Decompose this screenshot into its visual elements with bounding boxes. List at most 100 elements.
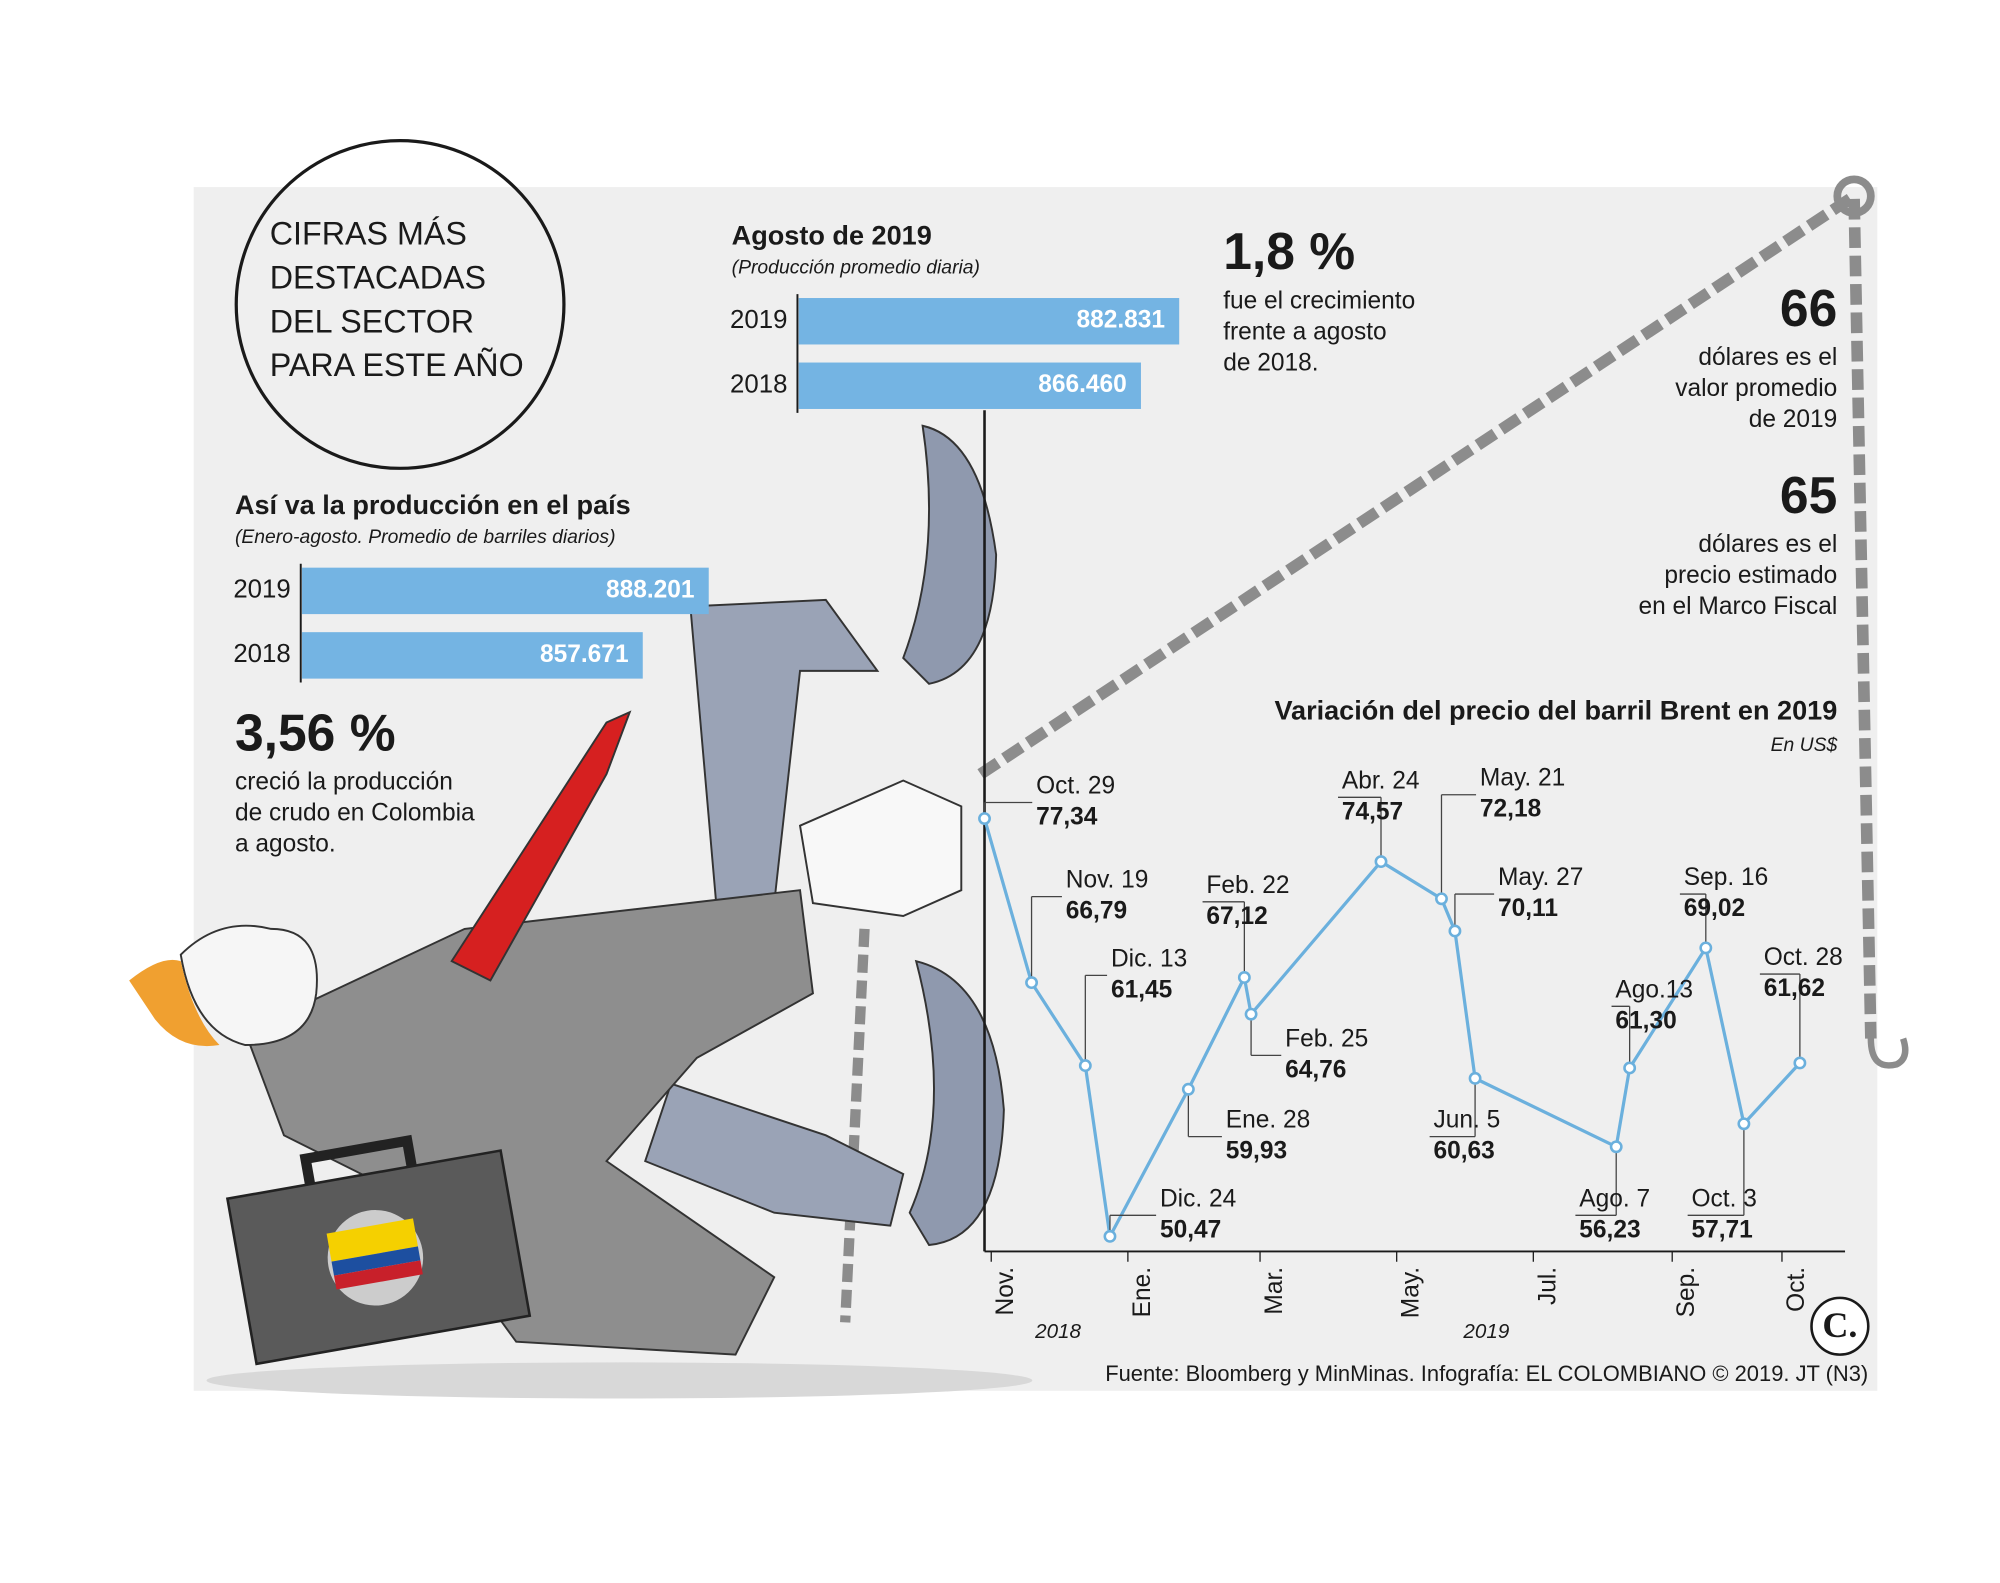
x-tick-label: Sep.	[1673, 1267, 1700, 1317]
point-date: Ene. 28	[1226, 1107, 1310, 1134]
point-value: 56,23	[1579, 1216, 1640, 1243]
highlight-text: en el Marco Fiscal	[1639, 593, 1838, 620]
highlight-figure: 1,8 %	[1223, 222, 1355, 280]
point-value: 61,62	[1764, 975, 1825, 1002]
highlight-text: dólares es el	[1698, 344, 1837, 371]
highlight-figure: 66	[1780, 279, 1837, 337]
highlight-text: valor promedio	[1675, 375, 1837, 402]
point	[1448, 924, 1462, 938]
category-label: 2019	[233, 576, 290, 604]
x-tick-label: May.	[1398, 1267, 1425, 1318]
point-date: Oct. 3	[1692, 1185, 1757, 1212]
year-label: 2018	[1034, 1320, 1081, 1343]
logo: C.	[1822, 1305, 1857, 1345]
point	[1237, 971, 1251, 984]
price-line	[982, 818, 1802, 1242]
highlight-text: creció la producción	[235, 769, 453, 796]
title-line: PARA ESTE AÑO	[270, 347, 524, 383]
logo-circle	[1810, 1296, 1870, 1356]
highlight-figure: 65	[1780, 466, 1837, 524]
point-value: 50,47	[1160, 1216, 1221, 1243]
bar-chart-subtitle: (Enero-agosto. Promedio de barriles diar…	[235, 526, 616, 548]
bar	[302, 567, 709, 615]
point	[1103, 1229, 1117, 1243]
title-line: CIFRAS MÁS	[270, 216, 467, 252]
point-value: 72,18	[1480, 796, 1541, 823]
line-chart-title: Variación del precio del barril Brent en…	[1274, 694, 1837, 725]
point-value: 66,79	[1066, 898, 1127, 925]
x-tick-label: Nov.	[992, 1267, 1019, 1316]
point	[1435, 892, 1448, 906]
point-date: Nov. 19	[1066, 867, 1149, 894]
point	[1078, 1059, 1092, 1073]
point-value: 67,12	[1206, 903, 1267, 930]
point-value: 61,30	[1615, 1007, 1676, 1034]
point-date: Feb. 25	[1285, 1025, 1368, 1052]
bar-chart-subtitle: (Producción promedio diaria)	[732, 256, 980, 278]
value-label: 882.831	[1076, 307, 1165, 334]
point	[1699, 941, 1713, 955]
title-circle	[234, 139, 566, 470]
x-tick-label: Jul.	[1534, 1267, 1561, 1305]
point-date: Dic. 13	[1111, 945, 1187, 972]
highlight-figure: 3,56 %	[235, 703, 396, 761]
point-date: May. 21	[1480, 765, 1565, 792]
x-tick-label: Mar.	[1261, 1267, 1288, 1315]
highlight-text: a agosto.	[235, 831, 336, 858]
point	[978, 812, 991, 825]
highlight-text: dólares es el	[1698, 531, 1837, 558]
point	[1468, 1071, 1482, 1085]
source: Fuente: Bloomberg y MinMinas. Infografía…	[1105, 1361, 1868, 1386]
point	[1374, 855, 1388, 869]
point-date: May. 27	[1498, 864, 1583, 891]
point-value: 60,63	[1433, 1138, 1494, 1165]
point-date: Ago.13	[1615, 976, 1693, 1003]
point	[1244, 1007, 1258, 1021]
point-date: Ago. 7	[1579, 1185, 1650, 1212]
point-value: 77,34	[1036, 803, 1098, 830]
x-tick-label: Ene.	[1129, 1267, 1156, 1317]
category-label: 2019	[730, 306, 787, 334]
bar-chart-title: Agosto de 2019	[732, 220, 932, 251]
line-chart-subtitle: En US$	[1771, 734, 1839, 756]
point-date: Oct. 29	[1036, 772, 1115, 799]
point-value: 69,02	[1684, 895, 1745, 922]
point-value: 59,93	[1226, 1138, 1287, 1165]
year-label: 2019	[1462, 1320, 1509, 1343]
point-value: 74,57	[1342, 798, 1403, 825]
illustration	[129, 175, 1909, 1399]
point-date: Oct. 28	[1764, 944, 1843, 971]
highlight-text: de crudo en Colombia	[235, 800, 475, 827]
highlight-text: de 2018.	[1223, 349, 1318, 376]
point	[1609, 1140, 1623, 1154]
value-label: 857.671	[540, 641, 629, 668]
category-label: 2018	[233, 640, 290, 668]
point-value: 61,45	[1111, 976, 1172, 1003]
point-date: Sep. 16	[1684, 864, 1768, 891]
bar-chart-title: Así va la producción en el país	[235, 489, 631, 520]
point	[1623, 1061, 1637, 1075]
bar	[798, 298, 1180, 345]
title-line: DESTACADAS	[270, 259, 486, 295]
point-date: Abr. 24	[1342, 767, 1420, 794]
x-tick-label: Oct.	[1783, 1267, 1810, 1312]
point-date: Feb. 22	[1206, 872, 1289, 899]
point-value: 70,11	[1498, 895, 1558, 922]
point	[1793, 1056, 1807, 1070]
point-value: 64,76	[1285, 1056, 1346, 1083]
point-date: Dic. 24	[1160, 1185, 1236, 1212]
point	[1737, 1117, 1751, 1131]
highlight-text: fue el crecimiento	[1223, 287, 1415, 314]
title-line: DEL SECTOR	[270, 303, 474, 339]
point	[1181, 1082, 1195, 1096]
category-label: 2018	[730, 371, 787, 399]
point-date: Jun. 5	[1433, 1107, 1500, 1134]
point-value: 57,71	[1692, 1216, 1753, 1243]
highlight-text: precio estimado	[1664, 562, 1837, 589]
bar	[302, 632, 643, 679]
value-label: 866.460	[1038, 371, 1127, 398]
value-label: 888.201	[606, 576, 695, 603]
bar	[798, 362, 1141, 409]
